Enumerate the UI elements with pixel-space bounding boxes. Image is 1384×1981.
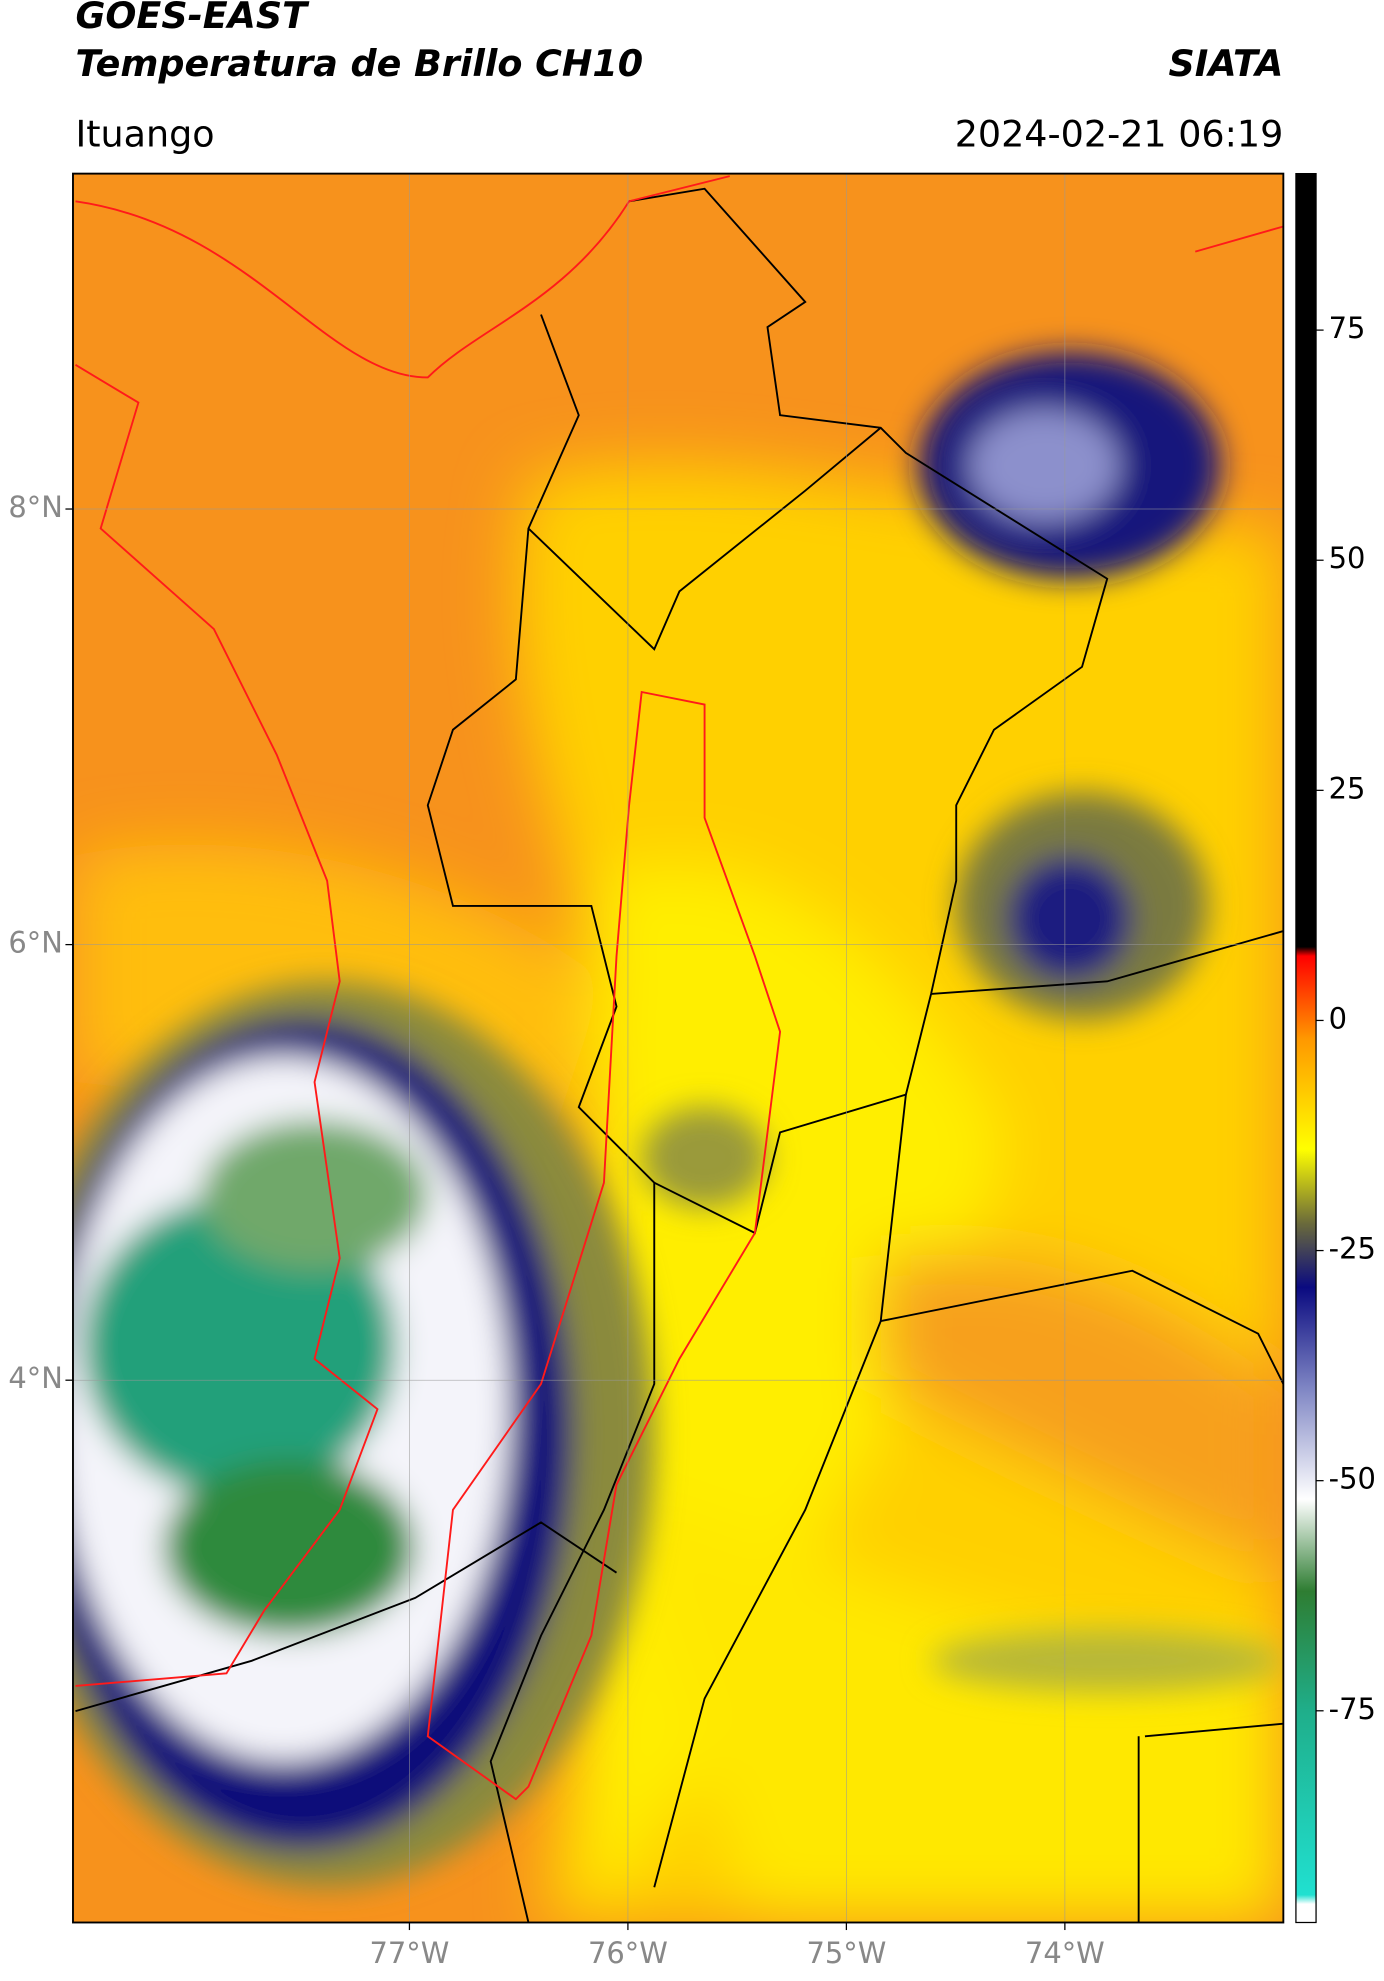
x-tick-label: 75°W [806, 1936, 886, 1970]
x-tick-label: 77°W [369, 1936, 449, 1970]
colorbar-tick-label: -25 [1329, 1232, 1376, 1266]
title-line1: GOES-EAST [75, 0, 310, 37]
colorbar-tick-label: 50 [1329, 541, 1366, 575]
satellite-image [72, 173, 1284, 1923]
x-tick-label: 74°W [1025, 1936, 1105, 1970]
colorbar-tick-label: 0 [1329, 1001, 1347, 1035]
source: SIATA [1168, 42, 1283, 85]
y-tick-label: 8°N [8, 490, 63, 524]
graticule [72, 173, 1284, 1923]
colorbar-tick-label: -75 [1329, 1692, 1376, 1726]
colorbar-tick-label: 25 [1329, 771, 1366, 805]
borders [75, 187, 1284, 1923]
y-tick-label: 6°N [8, 926, 63, 960]
y-tick-label: 4°N [8, 1361, 63, 1395]
colorbar-tick-label: 75 [1329, 311, 1366, 345]
datetime: 2024-02-21 06:19 [955, 112, 1284, 155]
colorbar [1295, 172, 1317, 1924]
title-line2: Temperatura de Brillo CH10 [75, 42, 643, 85]
colorbar-tick-label: -50 [1329, 1462, 1376, 1496]
x-tick-label: 76°W [588, 1936, 668, 1970]
map-frame [72, 172, 1285, 1924]
location: Ituango [75, 112, 214, 155]
borders-red [75, 175, 1284, 1801]
